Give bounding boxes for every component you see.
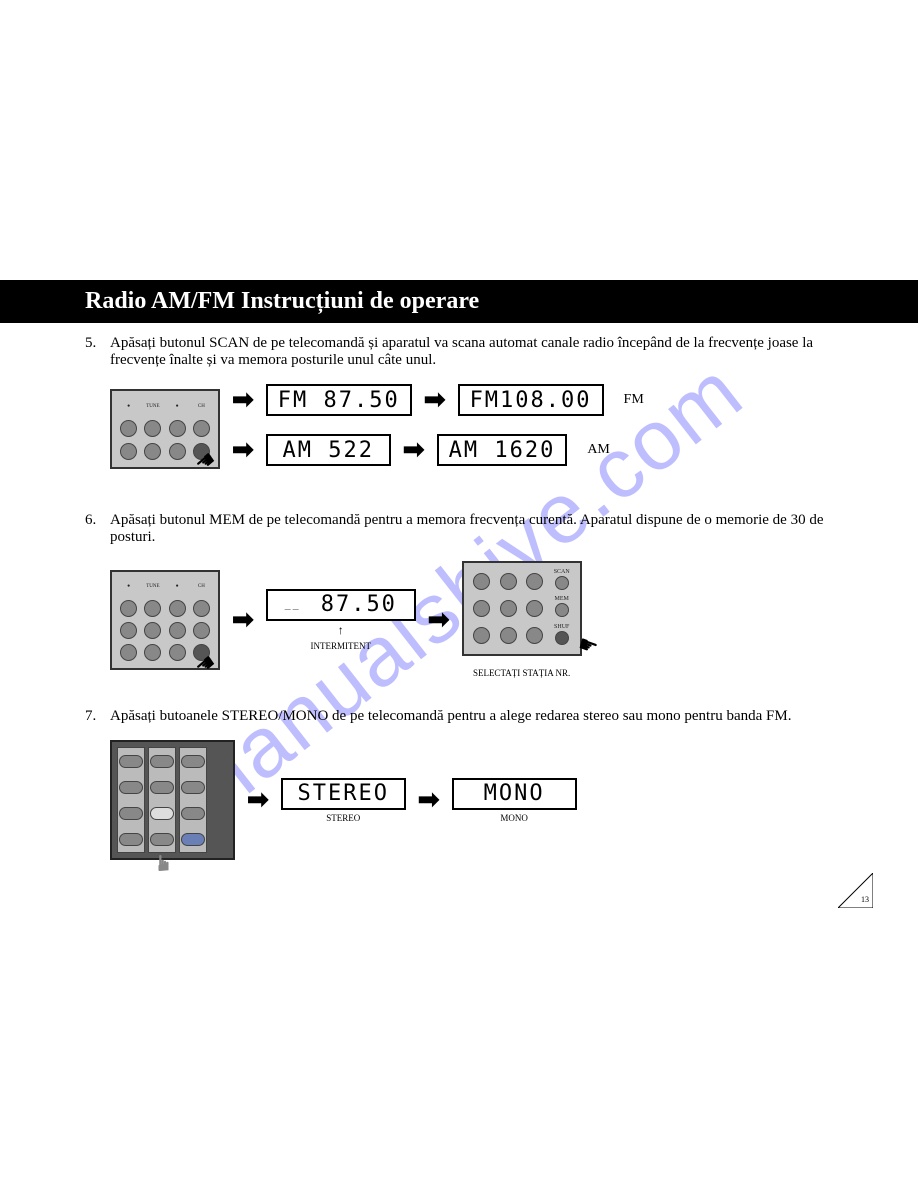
remote-button [120, 644, 137, 661]
arrow-icon: ➡ [232, 435, 254, 465]
page-corner: 13 [838, 873, 873, 908]
remote-mem-diagram: ● TUNE ● CH ☚ [110, 570, 220, 670]
remote-label: ● [118, 584, 139, 589]
arrow-icon: ➡ [428, 605, 450, 635]
step-5: 5. Apăsați butonul SCAN de pe telecomand… [85, 335, 855, 482]
select-station-label: SELECTAȚI STAȚIA NR. [473, 668, 570, 678]
content-area: 5. Apăsați butonul SCAN de pe telecomand… [85, 335, 855, 890]
tune-label: TUNE [142, 584, 163, 589]
remote-button [500, 627, 517, 644]
remote-button [150, 781, 174, 794]
remote-button [119, 755, 143, 768]
lcd-mem-value: 87.50 [321, 592, 397, 617]
arrow-icon: ➡ [418, 785, 440, 815]
step-6-number: 6. [85, 512, 110, 546]
intermittent-label: INTERMITENT [311, 641, 372, 651]
ch-label: CH [191, 584, 212, 589]
remote-button [500, 600, 517, 617]
shuf-label: SHUF [554, 624, 569, 630]
ch-label: CH [191, 404, 212, 409]
remote-button [144, 600, 161, 617]
remote-button [181, 807, 205, 820]
remote-column [117, 747, 145, 853]
step-7-number: 7. [85, 708, 110, 725]
mem-label: MEM [555, 596, 569, 602]
remote-button [555, 603, 569, 617]
remote-button [119, 807, 143, 820]
page-number: 13 [861, 895, 869, 904]
remote-button [500, 573, 517, 590]
remote-column [148, 747, 176, 853]
remote-button [120, 600, 137, 617]
remote-button [181, 755, 205, 768]
remote-button [193, 420, 210, 437]
stereo-button [150, 807, 174, 820]
remote-station-select-diagram: SCAN MEM SHUF ☛ [462, 561, 582, 656]
hand-pointer-icon: ☛ [574, 630, 601, 661]
lcd-mem-freq: __ 87.50 [266, 589, 416, 621]
stereo-sub-label: STEREO [326, 813, 360, 823]
remote-button [120, 420, 137, 437]
lcd-stereo: STEREO [281, 778, 406, 810]
step-6-text: Apăsați butonul MEM de pe telecomandă pe… [110, 512, 855, 546]
remote-label: ● [167, 584, 188, 589]
remote-button [144, 644, 161, 661]
remote-button [526, 600, 543, 617]
remote-button [526, 573, 543, 590]
remote-button [526, 627, 543, 644]
pointer-up-icon: ↑ [338, 623, 344, 638]
remote-button [473, 600, 490, 617]
remote-button [169, 600, 186, 617]
page-title: Radio AM/FM Instrucțiuni de operare [0, 280, 918, 323]
am-band-label: AM [587, 442, 610, 458]
remote-button [119, 781, 143, 794]
arrow-icon: ➡ [247, 785, 269, 815]
fm-band-label: FM [624, 392, 644, 408]
arrow-icon: ➡ [232, 605, 254, 635]
arrow-icon: ➡ [403, 435, 425, 465]
remote-button [144, 443, 161, 460]
remote-button [473, 573, 490, 590]
remote-button [193, 600, 210, 617]
arrow-icon: ➡ [424, 385, 446, 415]
lcd-mono: MONO [452, 778, 577, 810]
tune-label: TUNE [142, 404, 163, 409]
remote-button [144, 420, 161, 437]
scan-label: SCAN [554, 569, 570, 575]
remote-column [179, 747, 207, 853]
hand-pointer-icon: ☛ [151, 853, 177, 873]
remote-button [150, 833, 174, 846]
step-5-text: Apăsați butonul SCAN de pe telecomandă ș… [110, 335, 855, 369]
remote-button [169, 420, 186, 437]
remote-button [120, 622, 137, 639]
step-7: 7. Apăsați butoanele STEREO/MONO de pe t… [85, 708, 855, 860]
remote-button [169, 622, 186, 639]
lcd-fm-high: FM108.00 [458, 384, 604, 416]
remote-button [144, 622, 161, 639]
remote-label: ● [167, 404, 188, 409]
remote-button [120, 443, 137, 460]
lcd-am-high: AM 1620 [437, 434, 568, 466]
remote-button [181, 833, 205, 846]
remote-button [169, 443, 186, 460]
step-5-number: 5. [85, 335, 110, 369]
remote-scan-diagram: ● TUNE ● CH ☚ [110, 389, 220, 469]
remote-button [473, 627, 490, 644]
remote-button [119, 833, 143, 846]
scan-button [193, 622, 210, 639]
remote-button [150, 755, 174, 768]
lcd-am-low: AM 522 [266, 434, 391, 466]
remote-button [555, 631, 569, 645]
remote-button [181, 781, 205, 794]
remote-button [169, 644, 186, 661]
step-7-text: Apăsați butoanele STEREO/MONO de pe tele… [110, 708, 855, 725]
remote-label: ● [118, 404, 139, 409]
mono-sub-label: MONO [500, 813, 528, 823]
remote-button [555, 576, 569, 590]
remote-stereo-diagram: ☛ [110, 740, 235, 860]
step-6: 6. Apăsați butonul MEM de pe telecomandă… [85, 512, 855, 678]
lcd-fm-low: FM 87.50 [266, 384, 412, 416]
arrow-icon: ➡ [232, 385, 254, 415]
